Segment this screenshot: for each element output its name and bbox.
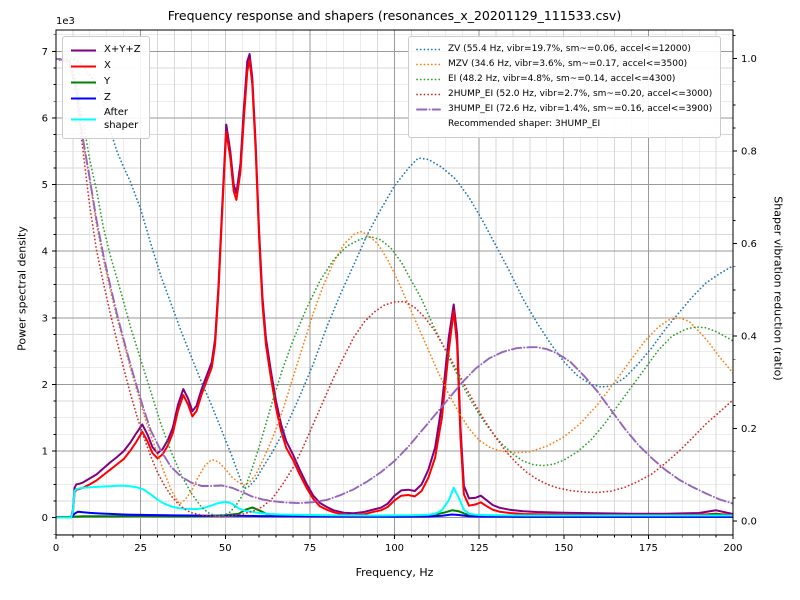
tick-label: 0.0 (741, 517, 757, 528)
tick-label: 0 (53, 543, 59, 554)
y-axis-offset-label: 1e3 (56, 16, 75, 27)
series-mzv (56, 57, 733, 505)
tick-label: 3 (42, 313, 48, 324)
x-axis-label: Frequency, Hz (355, 566, 434, 579)
tick-label: 0.4 (741, 332, 757, 343)
legend-entry: X+Y+Z (70, 43, 141, 57)
tick-label: 5 (42, 180, 48, 191)
tick-label: 25 (134, 543, 147, 554)
legend-label: Z (104, 91, 111, 103)
legend-recommended-note: Recommended shaper: 3HUMP_EI (416, 118, 712, 131)
tick-label: 200 (723, 543, 742, 554)
legend-line-sample (416, 78, 441, 81)
legend-label: MZV (34.6 Hz, vibr=3.6%, sm~=0.17, accel… (448, 58, 688, 69)
legend-label: 3HUMP_EI (72.6 Hz, vibr=1.4%, sm~=0.16, … (448, 103, 713, 114)
tick-label: 75 (304, 543, 317, 554)
legend-shapers: ZV (55.4 Hz, vibr=19.7%, sm~=0.06, accel… (408, 36, 722, 138)
legend-line-sample (416, 108, 441, 111)
tick-label: 0 (42, 513, 48, 524)
legend-entry: ZV (55.4 Hz, vibr=19.7%, sm~=0.06, accel… (416, 43, 712, 56)
legend-label: ZV (55.4 Hz, vibr=19.7%, sm~=0.06, accel… (448, 43, 691, 54)
tick-label: 6 (42, 113, 48, 124)
legend-entry: 2HUMP_EI (52.0 Hz, vibr=2.7%, sm~=0.20, … (416, 88, 712, 101)
tick-label: 1 (42, 447, 48, 458)
tick-label: 4 (42, 247, 48, 258)
legend-psd: X+Y+Z X Y Z After shaper (62, 36, 150, 139)
legend-line-sample (416, 48, 441, 51)
series-after-shaper (56, 484, 733, 519)
tick-label: 0.6 (741, 239, 757, 250)
legend-label: 2HUMP_EI (52.0 Hz, vibr=2.7%, sm~=0.20, … (448, 88, 713, 99)
legend-line-sample (71, 81, 96, 83)
series-3hump-ei (56, 57, 733, 505)
tick-label: 100 (385, 543, 404, 554)
legend-entry: Z (70, 91, 141, 105)
legend-line-sample (71, 118, 96, 121)
series-ei (56, 57, 733, 517)
series-lines (56, 53, 733, 519)
tick-label: 7 (42, 47, 48, 58)
legend-line-sample (71, 97, 96, 99)
tick-label: 0.8 (741, 147, 757, 158)
legend-line-sample (416, 63, 441, 66)
tick-labels: 0 25 50 75 100 125 150 175 200 0 1 2 3 4 5 6 7 0.0 0.2 0.4 0… (42, 47, 757, 554)
legend-entry: X (70, 59, 141, 73)
legend-entry: 3HUMP_EI (72.6 Hz, vibr=1.4%, sm~=0.16, … (416, 103, 712, 116)
legend-label: Y (104, 75, 111, 87)
series-z (56, 510, 733, 519)
tick-label: 1.0 (741, 54, 757, 65)
legend-line-sample (416, 93, 441, 96)
legend-entry: EI (48.2 Hz, vibr=4.8%, sm~=0.14, accel<… (416, 73, 712, 86)
legend-line-sample (71, 49, 96, 51)
tick-label: 175 (639, 543, 658, 554)
legend-entry: Y (70, 75, 141, 89)
chart-title: Frequency response and shapers (resonanc… (167, 8, 622, 23)
legend-line-sample (416, 121, 441, 128)
tick-label: 2 (42, 380, 48, 391)
tick-label: 150 (554, 543, 573, 554)
tick-label: 0.2 (741, 424, 757, 435)
legend-line-sample (71, 65, 96, 67)
legend-label: Recommended shaper: 3HUMP_EI (448, 118, 601, 129)
legend-entry: MZV (34.6 Hz, vibr=3.6%, sm~=0.17, accel… (416, 58, 712, 71)
legend-entry: After shaper (70, 107, 141, 132)
tick-label: 50 (219, 543, 232, 554)
legend-label: After shaper (104, 107, 139, 131)
axes-frame (52, 29, 737, 539)
series-zv (56, 57, 733, 490)
series-2hump-ei (56, 57, 733, 518)
y-axis-label-right: Shaper vibration reduction (ratio) (771, 196, 785, 381)
legend-label: X+Y+Z (104, 43, 141, 55)
y-axis-label-left: Power spectral density (15, 226, 29, 351)
legend-label: EI (48.2 Hz, vibr=4.8%, sm~=0.14, accel<… (448, 73, 676, 84)
legend-label: X (104, 59, 111, 71)
tick-label: 125 (470, 543, 489, 554)
